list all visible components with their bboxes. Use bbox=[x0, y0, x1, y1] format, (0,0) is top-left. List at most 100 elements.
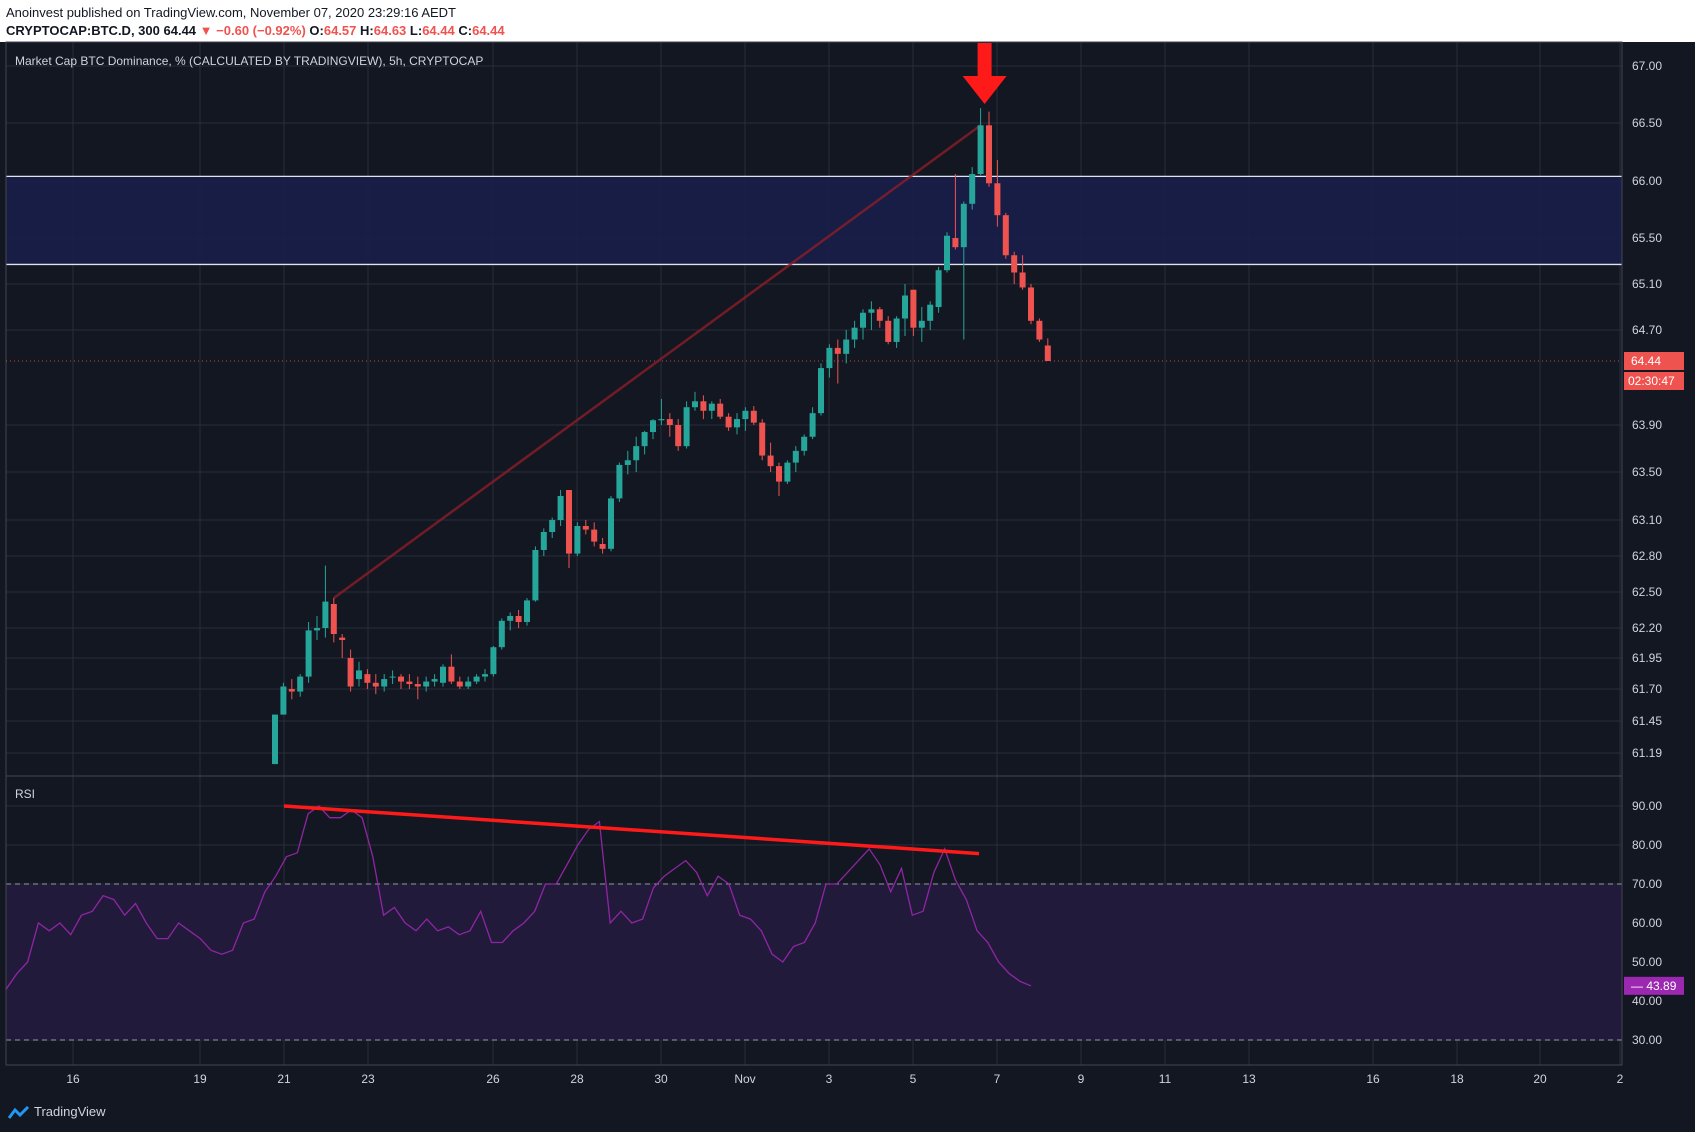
time-tick-label: Nov bbox=[734, 1072, 755, 1086]
candle-body bbox=[566, 490, 572, 554]
candle-body bbox=[700, 401, 707, 411]
candle-body bbox=[347, 658, 354, 687]
price-tick-label: 66.50 bbox=[1632, 116, 1662, 130]
price-tick-label: 65.50 bbox=[1632, 231, 1662, 245]
candle-body bbox=[507, 616, 514, 621]
time-tick-label: 11 bbox=[1159, 1072, 1172, 1086]
candle-body bbox=[767, 455, 774, 467]
price-tick-label: 62.20 bbox=[1632, 621, 1662, 635]
candle-body bbox=[910, 289, 917, 328]
candle-body bbox=[708, 403, 715, 411]
candle-body bbox=[591, 529, 598, 542]
candle-body bbox=[599, 544, 606, 549]
candle-body bbox=[364, 674, 371, 683]
candle-body bbox=[960, 203, 967, 248]
high-value: 64.63 bbox=[373, 23, 407, 38]
price-trendline bbox=[333, 124, 982, 600]
candle-body bbox=[582, 526, 589, 530]
candle-body bbox=[641, 432, 648, 447]
price-tick-label: 67.00 bbox=[1632, 59, 1662, 73]
candle-body bbox=[843, 339, 850, 354]
time-tick-label: 5 bbox=[910, 1072, 917, 1086]
candle-body bbox=[448, 666, 455, 682]
candle-body bbox=[624, 460, 631, 465]
candle-body bbox=[1011, 255, 1018, 273]
candle-body bbox=[616, 464, 623, 499]
price-pane-title: Market Cap BTC Dominance, % (CALCULATED … bbox=[15, 54, 483, 68]
candle-body bbox=[272, 714, 278, 765]
candle-body bbox=[440, 666, 446, 683]
publish-header: Anoinvest published on TradingView.com, … bbox=[0, 0, 1695, 42]
time-tick-label: 21 bbox=[277, 1072, 291, 1086]
candle-body bbox=[414, 684, 421, 687]
candle-body bbox=[986, 125, 992, 184]
candle-body bbox=[1019, 272, 1026, 288]
time-tick-label: 16 bbox=[66, 1072, 80, 1086]
last-price-tag bbox=[1624, 352, 1684, 370]
arrow-shaft bbox=[977, 43, 992, 76]
candle-body bbox=[381, 679, 388, 687]
candle-body bbox=[356, 670, 362, 680]
candle-body bbox=[322, 601, 329, 628]
candle-body bbox=[952, 238, 959, 248]
candle-body bbox=[406, 681, 413, 685]
candle-body bbox=[734, 419, 740, 428]
rsi-divergence-line bbox=[283, 804, 980, 856]
time-tick-label: 9 bbox=[1078, 1072, 1085, 1086]
candle-body bbox=[666, 419, 673, 425]
candle-body bbox=[423, 681, 430, 687]
time-tick-label: 19 bbox=[193, 1072, 207, 1086]
candle-body bbox=[759, 422, 766, 456]
low-label: L: bbox=[409, 23, 423, 38]
chart-canvas[interactable]: Market Cap BTC Dominance, % (CALCULATED … bbox=[0, 0, 1695, 1093]
candle-body bbox=[994, 183, 1001, 216]
candle-body bbox=[532, 550, 539, 601]
candle-body bbox=[742, 410, 749, 420]
rsi-tick-label: 50.00 bbox=[1632, 955, 1662, 969]
candle-body bbox=[885, 320, 892, 342]
candle-body bbox=[834, 347, 841, 354]
price-tick-label: 63.50 bbox=[1632, 465, 1662, 479]
candle-body bbox=[725, 416, 732, 428]
low-value: 64.44 bbox=[422, 23, 455, 38]
symbol-ohlc-line: CRYPTOCAP:BTC.D, 300 64.44 ▼ −0.60 (−0.9… bbox=[6, 23, 505, 38]
candle-body bbox=[490, 647, 497, 675]
candle-body bbox=[675, 425, 682, 447]
time-tick-label: 30 bbox=[654, 1072, 668, 1086]
candle-body bbox=[944, 235, 950, 271]
open-label: O: bbox=[309, 23, 324, 38]
rsi-tick-label: 60.00 bbox=[1632, 916, 1662, 930]
candle-body bbox=[650, 420, 656, 433]
publisher-line: Anoinvest published on TradingView.com, … bbox=[6, 5, 456, 20]
time-tick-label: 23 bbox=[361, 1072, 375, 1086]
candle-body bbox=[868, 309, 875, 313]
candle-body bbox=[750, 410, 757, 423]
rsi-value-tag bbox=[1624, 976, 1684, 995]
rsi-tick-label: 90.00 bbox=[1632, 799, 1662, 813]
candle-body bbox=[524, 600, 530, 622]
down-arrow-icon bbox=[962, 76, 1007, 104]
candle-body bbox=[540, 532, 547, 550]
time-tick-label: 16 bbox=[1366, 1072, 1380, 1086]
candle-body bbox=[515, 616, 522, 622]
candle-body bbox=[288, 689, 295, 692]
price-tick-label: 61.70 bbox=[1632, 682, 1662, 696]
candle-body bbox=[893, 318, 900, 342]
price-tick-label: 66.00 bbox=[1632, 174, 1662, 188]
time-tick-label: 28 bbox=[570, 1072, 584, 1086]
candle-body bbox=[473, 676, 480, 682]
rsi-tick-label: 30.00 bbox=[1632, 1033, 1662, 1047]
candle-body bbox=[776, 466, 782, 482]
candle-body bbox=[280, 686, 287, 715]
price-tick-label: 62.80 bbox=[1632, 549, 1662, 563]
candle-body bbox=[876, 309, 883, 321]
time-tick-label: 2 bbox=[1617, 1072, 1624, 1086]
tradingview-logo[interactable]: TradingView bbox=[7, 1104, 106, 1120]
rsi-tick-label: 70.00 bbox=[1632, 877, 1662, 891]
rsi-tick-label: 40.00 bbox=[1632, 994, 1662, 1008]
resistance-zone bbox=[6, 176, 1622, 265]
candle-body bbox=[431, 679, 438, 682]
high-label: H: bbox=[360, 23, 374, 38]
candle-body bbox=[818, 368, 824, 414]
time-tick-label: 18 bbox=[1450, 1072, 1464, 1086]
